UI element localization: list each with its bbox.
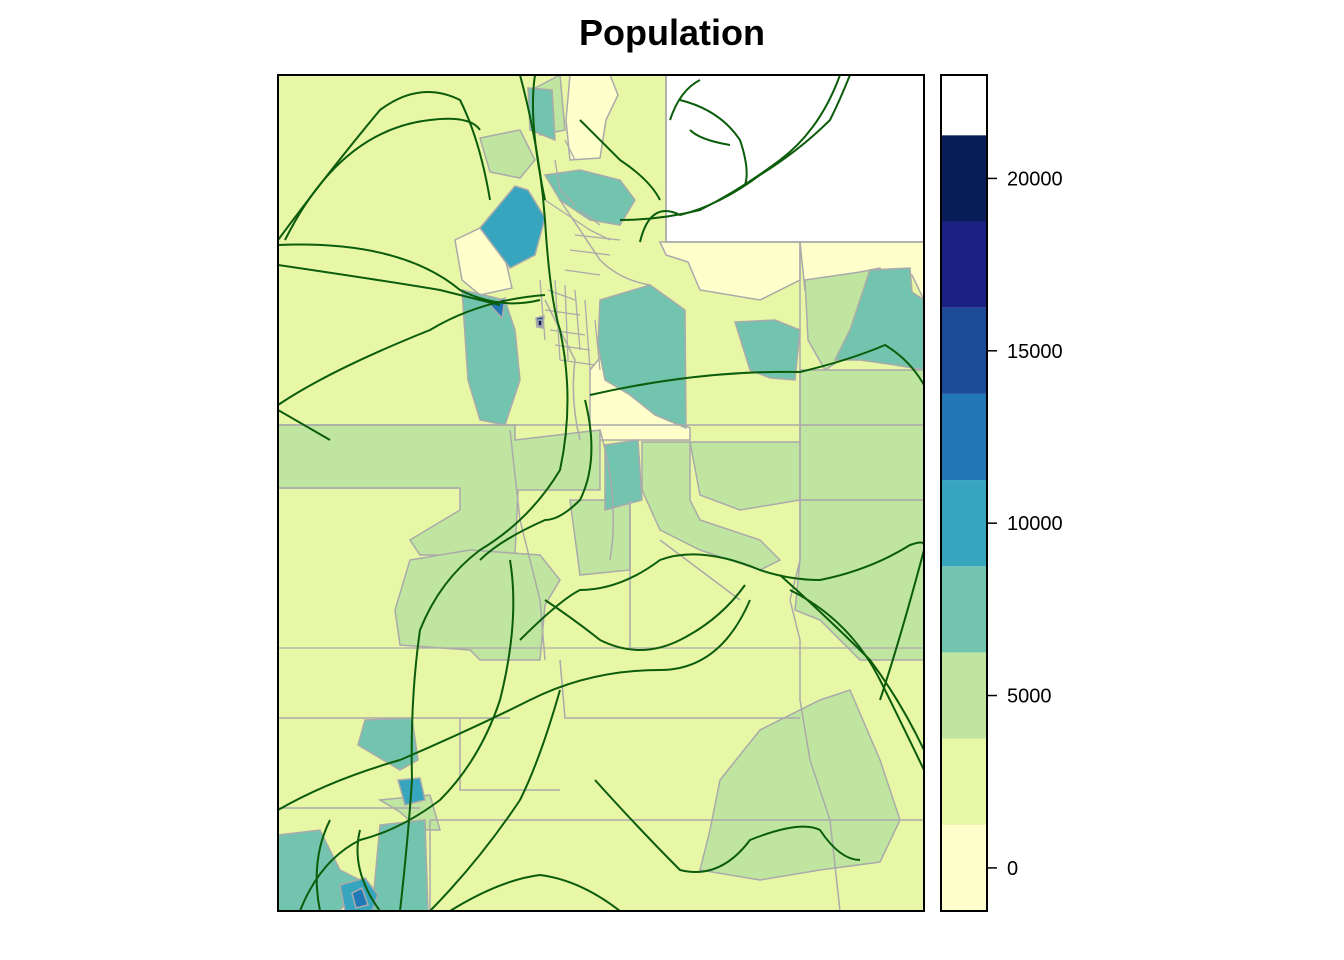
legend-tick-label: 15000 bbox=[1007, 341, 1063, 363]
legend-color-bin bbox=[941, 393, 987, 481]
legend-color-bin bbox=[941, 480, 987, 567]
road bbox=[278, 599, 751, 811]
region bbox=[479, 129, 536, 179]
road bbox=[278, 264, 501, 306]
legend-color-bin bbox=[941, 221, 987, 308]
road bbox=[519, 541, 924, 641]
region bbox=[565, 75, 619, 161]
region bbox=[371, 819, 429, 911]
map-title: Population bbox=[579, 12, 765, 53]
road bbox=[619, 75, 841, 221]
legend-color-bin bbox=[941, 307, 987, 394]
road bbox=[879, 549, 924, 701]
road bbox=[449, 873, 621, 911]
region bbox=[569, 499, 631, 576]
region bbox=[733, 319, 801, 381]
region bbox=[537, 319, 543, 327]
road bbox=[479, 399, 593, 561]
region bbox=[641, 441, 782, 571]
region bbox=[461, 289, 521, 426]
map-panel bbox=[278, 75, 924, 911]
legend-color-bin bbox=[941, 652, 987, 739]
region bbox=[699, 689, 901, 881]
road bbox=[589, 343, 924, 396]
census-regions bbox=[278, 75, 924, 911]
road bbox=[532, 75, 546, 201]
empty-ne-corner bbox=[665, 75, 924, 243]
road-network bbox=[278, 75, 924, 911]
legend-tick-label: 10000 bbox=[1007, 513, 1063, 535]
road bbox=[594, 779, 861, 873]
region bbox=[394, 549, 561, 661]
legend-tick-label: 0 bbox=[1007, 858, 1018, 880]
road bbox=[669, 79, 748, 186]
road bbox=[278, 294, 546, 406]
legend-color-bin bbox=[941, 738, 987, 825]
road bbox=[315, 819, 331, 911]
legend-tick-label: 20000 bbox=[1007, 168, 1063, 190]
map-frame bbox=[277, 74, 925, 912]
road bbox=[579, 119, 661, 201]
region bbox=[351, 886, 369, 909]
road bbox=[544, 584, 746, 651]
road bbox=[284, 117, 481, 241]
legend-tick-label: 5000 bbox=[1007, 686, 1052, 708]
road bbox=[399, 75, 569, 911]
color-legend: 0 5000 10000 15000 20000 bbox=[940, 74, 1063, 912]
region bbox=[597, 284, 687, 430]
road bbox=[789, 589, 924, 771]
road bbox=[429, 689, 561, 911]
region bbox=[794, 499, 924, 661]
region bbox=[604, 439, 643, 511]
legend-frame bbox=[940, 74, 988, 912]
legend-color-bin bbox=[941, 135, 987, 222]
road bbox=[278, 409, 331, 441]
region bbox=[543, 169, 636, 226]
legend-color-bin bbox=[941, 566, 987, 653]
urban-tract-mesh bbox=[539, 139, 621, 371]
region bbox=[689, 441, 801, 511]
road bbox=[299, 559, 515, 911]
legend-color-bin bbox=[941, 824, 987, 911]
road bbox=[278, 243, 541, 305]
region bbox=[799, 369, 924, 501]
road bbox=[356, 829, 381, 911]
region bbox=[833, 267, 924, 371]
